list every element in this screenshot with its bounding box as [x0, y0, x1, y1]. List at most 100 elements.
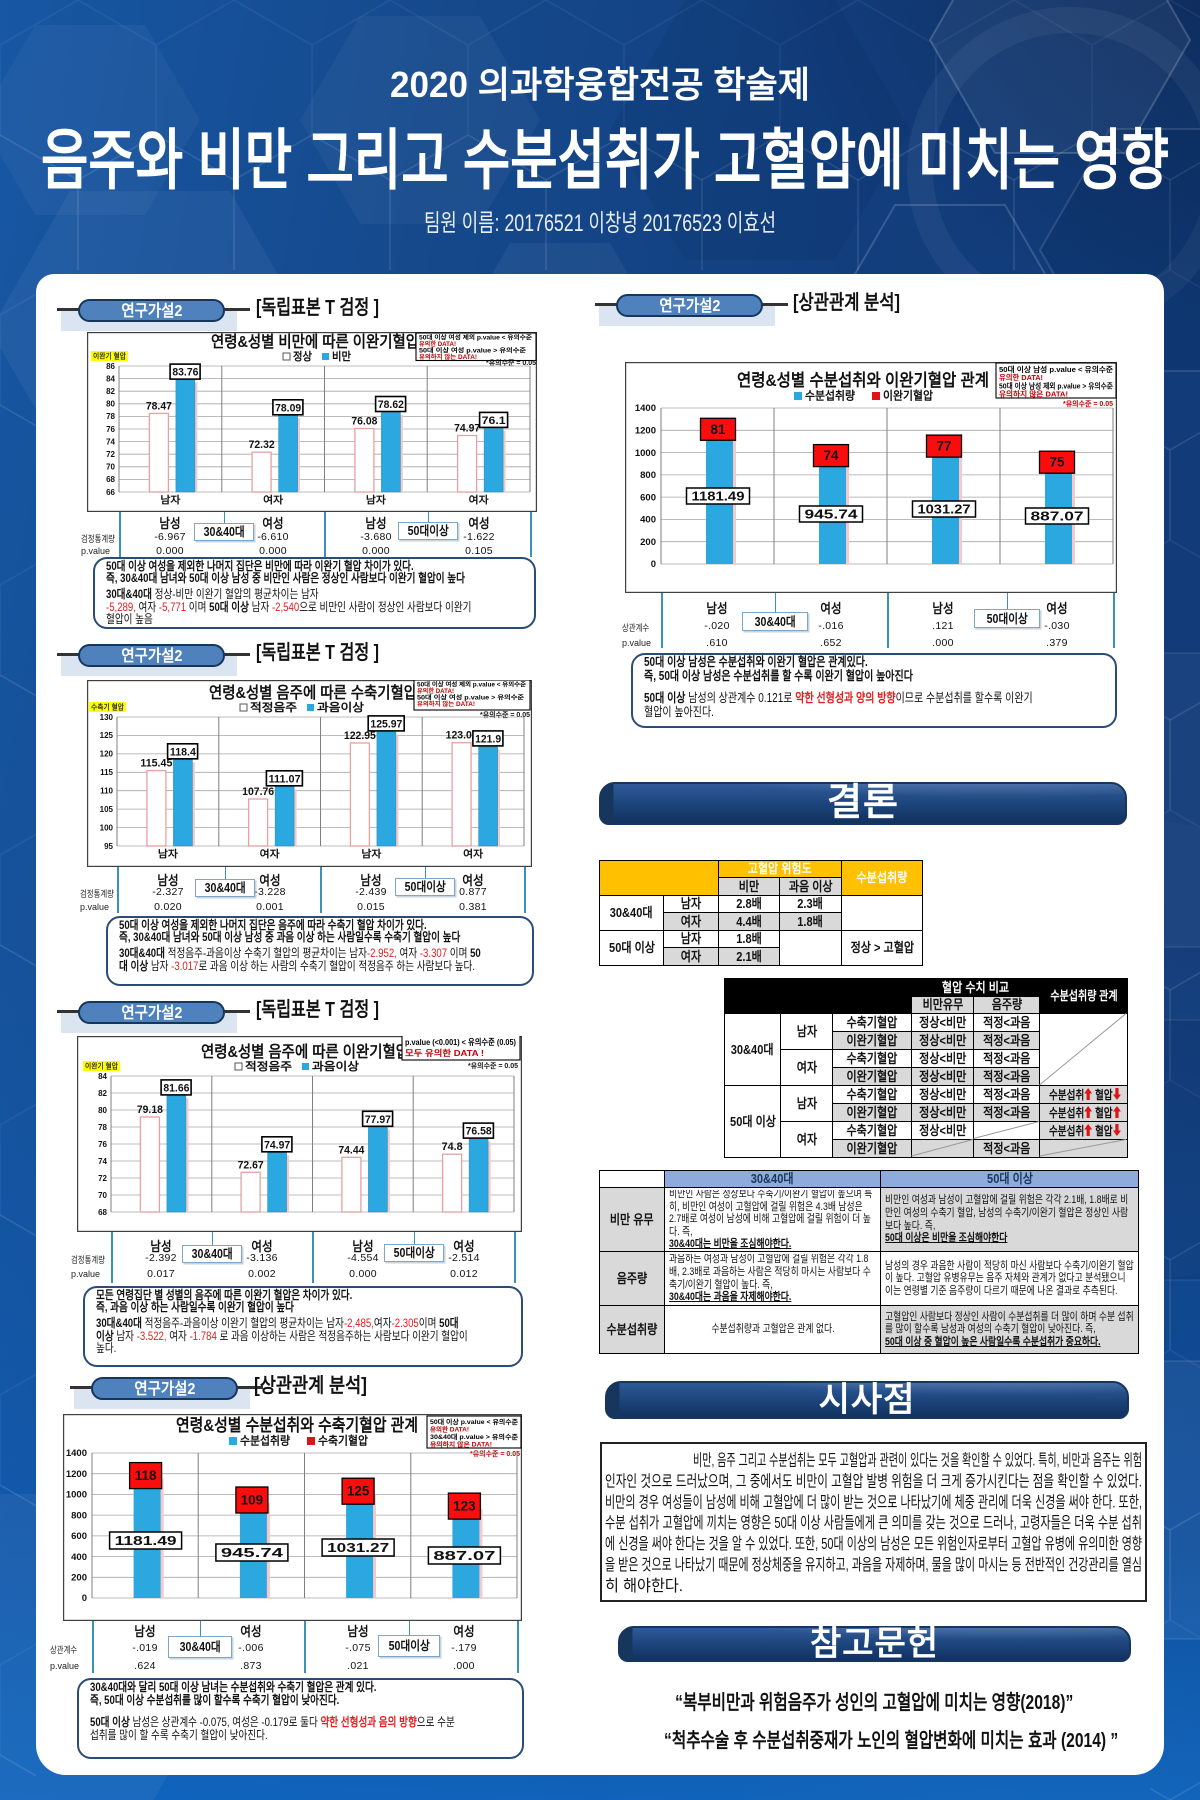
- svg-text:74.97: 74.97: [264, 1139, 290, 1151]
- svg-text:비만: 비만: [332, 349, 351, 363]
- svg-text:78: 78: [106, 412, 115, 421]
- svg-text:400: 400: [71, 1552, 87, 1563]
- svg-text:여자: 여자: [260, 848, 281, 861]
- svg-text:[독립표본 T 검정 ]: [독립표본 T 검정 ]: [256, 641, 379, 664]
- svg-text:유의한 DATA!: 유의한 DATA!: [417, 687, 454, 695]
- svg-text:78.47: 78.47: [146, 400, 172, 412]
- svg-text:400: 400: [640, 515, 656, 526]
- svg-text:1031.27: 1031.27: [327, 1541, 389, 1555]
- svg-text:80: 80: [106, 400, 115, 409]
- svg-text:0: 0: [651, 559, 656, 570]
- svg-text:유의한 DATA!: 유의한 DATA!: [419, 340, 456, 348]
- svg-text:800: 800: [640, 470, 656, 481]
- svg-text:110: 110: [100, 787, 113, 796]
- svg-text:115.45: 115.45: [140, 758, 172, 770]
- svg-text:50대 이상 여성 p.value > 유의수준: 50대 이상 여성 p.value > 유의수준: [417, 693, 525, 701]
- svg-text:81: 81: [710, 422, 726, 437]
- svg-text:연령&성별 수분섭취와 수축기혈압 관계: 연령&성별 수분섭취와 수축기혈압 관계: [176, 1415, 418, 1435]
- svg-text:1181.49: 1181.49: [692, 489, 745, 503]
- svg-text:*유의수준 = 0.05: *유의수준 = 0.05: [480, 710, 530, 719]
- svg-text:75: 75: [1049, 455, 1065, 470]
- svg-text:과음이상: 과음이상: [312, 1059, 359, 1073]
- svg-text:에 신경을 써야 한다는 것을 알 수 있었다. 또한, 5: 에 신경을 써야 한다는 것을 알 수 있었다. 또한, 50대 이상의 남성은…: [605, 1535, 1142, 1553]
- svg-text:*유의수준 = 0.05: *유의수준 = 0.05: [486, 358, 536, 367]
- svg-text:1181.49: 1181.49: [115, 1534, 177, 1548]
- svg-text:122.95: 122.95: [344, 730, 376, 742]
- svg-text:125.97: 125.97: [370, 718, 402, 730]
- svg-text:유의하지 않은 DATA!: 유의하지 않은 DATA!: [430, 1439, 492, 1448]
- svg-text:유의하지 않는 DATA!: 유의하지 않는 DATA!: [417, 700, 475, 708]
- svg-text:여자: 여자: [463, 848, 484, 861]
- svg-text:82: 82: [106, 387, 115, 396]
- svg-text:66: 66: [106, 488, 115, 497]
- svg-text:77.97: 77.97: [365, 1114, 391, 1126]
- svg-text:74: 74: [823, 448, 839, 463]
- svg-text:74.97: 74.97: [454, 422, 480, 434]
- svg-text:인자인 것으로 드러났으며, 그 중에서도 비만이 고혈압: 인자인 것으로 드러났으며, 그 중에서도 비만이 고혈압 발병 위험을 더 크…: [605, 1472, 1142, 1490]
- svg-text:1200: 1200: [635, 425, 656, 436]
- svg-text:200: 200: [640, 537, 656, 548]
- svg-text:887.07: 887.07: [433, 1549, 495, 1563]
- svg-text:86: 86: [106, 362, 115, 371]
- svg-text:연령&성별 비만에 따른 이완기혈압: 연령&성별 비만에 따른 이완기혈압: [211, 332, 419, 351]
- svg-text:84: 84: [106, 374, 115, 383]
- svg-text:125: 125: [347, 1484, 370, 1499]
- svg-text:모두 유의한 DATA !: 모두 유의한 DATA !: [405, 1047, 484, 1058]
- svg-text:600: 600: [71, 1531, 87, 1542]
- svg-text:수분섭취량: 수분섭취량: [805, 389, 855, 403]
- svg-text:50대 이상 여성 p.value > 유의수준: 50대 이상 여성 p.value > 유의수준: [419, 346, 527, 354]
- svg-text:50대 이상 p.value < 유의수준: 50대 이상 p.value < 유의수준: [430, 1417, 518, 1426]
- svg-text:82: 82: [98, 1089, 107, 1098]
- svg-text:*유의수준 = 0.05: *유의수준 = 0.05: [1063, 399, 1113, 408]
- svg-text:74.44: 74.44: [338, 1144, 365, 1156]
- svg-text:84: 84: [98, 1072, 107, 1081]
- svg-text:유의하지 않는 DATA!: 유의하지 않는 DATA!: [419, 353, 477, 361]
- svg-text:74.8: 74.8: [442, 1141, 463, 1153]
- svg-text:78.09: 78.09: [275, 402, 301, 414]
- svg-text:109: 109: [241, 1493, 264, 1508]
- svg-text:76.08: 76.08: [351, 415, 377, 427]
- svg-text:83.76: 83.76: [172, 367, 198, 379]
- svg-text:123: 123: [453, 1499, 476, 1514]
- svg-text:70: 70: [106, 463, 115, 472]
- svg-text:79.18: 79.18: [137, 1104, 163, 1116]
- svg-text:70: 70: [98, 1191, 107, 1200]
- svg-text:수분 섭취가 고혈압에 끼치는 영향은 50대 이상 사람들: 수분 섭취가 고혈압에 끼치는 영향은 50대 이상 사람들에게 큰 의미를 갖…: [605, 1514, 1142, 1532]
- svg-text:적정음주: 적정음주: [245, 1059, 292, 1073]
- svg-text:히 해야한다.: 히 해야한다.: [605, 1577, 683, 1595]
- svg-text:72.32: 72.32: [249, 439, 275, 451]
- svg-text:수축기 혈압: 수축기 혈압: [91, 702, 124, 712]
- svg-text:125: 125: [100, 731, 114, 740]
- svg-text:*유의수준 = 0.05: *유의수준 = 0.05: [468, 1061, 518, 1070]
- svg-text:68: 68: [106, 475, 115, 484]
- svg-text:200: 200: [71, 1572, 87, 1583]
- svg-text:이완기 혈압: 이완기 혈압: [93, 351, 126, 361]
- svg-text:118.4: 118.4: [170, 746, 197, 758]
- svg-text:76: 76: [106, 425, 115, 434]
- svg-text:50대 이상 남성 p.value < 유의수준: 50대 이상 남성 p.value < 유의수준: [999, 365, 1113, 374]
- svg-text:50대 이상 남성 제외 p.value > 유의수준: 50대 이상 남성 제외 p.value > 유의수준: [999, 381, 1113, 390]
- svg-text:[독립표본 T 검정 ]: [독립표본 T 검정 ]: [256, 296, 379, 319]
- svg-text:77: 77: [936, 439, 951, 454]
- svg-text:을 받은 것으로 나타났기 때문에 정상체중을 유지하고,: 을 받은 것으로 나타났기 때문에 정상체중을 유지하고, 과음을 자제하며, …: [605, 1556, 1142, 1574]
- svg-text:1000: 1000: [635, 448, 656, 459]
- svg-text:남자: 남자: [361, 848, 382, 861]
- svg-text:80: 80: [98, 1106, 107, 1115]
- svg-text:30&40대 p.value > 유의수준: 30&40대 p.value > 유의수준: [430, 1432, 518, 1441]
- svg-text:800: 800: [71, 1510, 87, 1521]
- svg-text:81.66: 81.66: [163, 1082, 189, 1094]
- svg-text:74: 74: [98, 1157, 107, 1166]
- svg-text:121.9: 121.9: [475, 733, 501, 745]
- svg-text:남자: 남자: [158, 848, 179, 861]
- svg-text:105: 105: [100, 805, 114, 814]
- svg-text:76.58: 76.58: [466, 1126, 492, 1138]
- svg-text:[독립표본 T 검정 ]: [독립표본 T 검정 ]: [256, 998, 379, 1021]
- svg-text:120: 120: [100, 750, 114, 759]
- svg-text:945.74: 945.74: [805, 507, 858, 521]
- svg-text:1400: 1400: [66, 1448, 87, 1459]
- svg-text:[상관관계 분석]: [상관관계 분석]: [793, 291, 900, 314]
- svg-text:123.02: 123.02: [446, 730, 478, 742]
- svg-text:p.value (<0.001) < 유의수준 (0.05): p.value (<0.001) < 유의수준 (0.05): [405, 1036, 516, 1047]
- svg-text:여자: 여자: [263, 494, 284, 507]
- svg-text:남자: 남자: [160, 494, 181, 507]
